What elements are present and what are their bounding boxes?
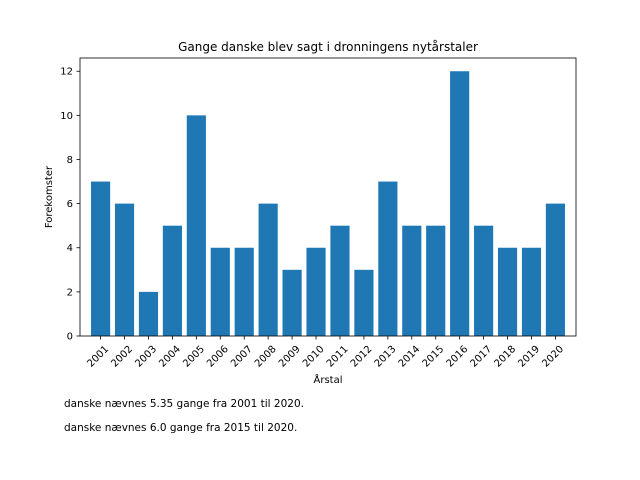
- y-axis: 0 2 4 6 8 10 12: [60, 67, 80, 343]
- x-tick-label-2019: 2019: [516, 344, 542, 370]
- bar-2020: [545, 203, 565, 336]
- bar-2008: [258, 203, 278, 336]
- x-tick-label-2012: 2012: [349, 344, 375, 370]
- bar-2009: [282, 269, 302, 336]
- x-tick-label-2005: 2005: [181, 344, 207, 370]
- x-tick-label-2003: 2003: [133, 344, 159, 370]
- x-tick-label-2013: 2013: [373, 344, 399, 370]
- bar-2003: [138, 291, 159, 336]
- x-tick-label-2004: 2004: [157, 344, 183, 370]
- bar-2006: [210, 247, 230, 336]
- x-tick-label-2002: 2002: [109, 344, 135, 370]
- summary-note-2001-2020: danske nævnes 5.35 gange fra 2001 til 20…: [64, 398, 304, 410]
- bar-2014: [402, 225, 422, 336]
- bar-2002: [114, 203, 135, 336]
- x-tick-label-2007: 2007: [229, 344, 255, 370]
- x-tick-label-2010: 2010: [301, 344, 327, 370]
- x-tick-label-2018: 2018: [492, 344, 518, 370]
- x-tick-label-2011: 2011: [325, 344, 351, 370]
- x-tick-label-2001: 2001: [85, 344, 111, 370]
- x-tick-label-2008: 2008: [253, 344, 279, 370]
- y-tick-label-0: 0: [67, 332, 73, 343]
- y-tick-label-2: 2: [67, 287, 73, 298]
- bar-2017: [474, 225, 494, 336]
- bar-2013: [378, 181, 398, 336]
- bar-2018: [497, 247, 518, 336]
- bar-2019: [521, 247, 542, 336]
- bar-2016: [450, 71, 470, 336]
- y-tick-label-10: 10: [60, 111, 73, 122]
- y-tick-label-4: 4: [67, 243, 73, 254]
- x-tick-label-2009: 2009: [277, 344, 303, 370]
- x-tick-label-2016: 2016: [445, 344, 471, 370]
- plot-frame: [79, 57, 577, 337]
- y-axis-label: Forekomster: [44, 165, 55, 228]
- x-axis-label: Årstal: [314, 373, 343, 386]
- bar-2015: [426, 225, 446, 336]
- x-tick-label-2006: 2006: [205, 344, 231, 370]
- x-tick-label-2015: 2015: [421, 344, 447, 370]
- chart-title: Gange danske blev sagt i dronningens nyt…: [178, 40, 478, 54]
- y-tick-label-8: 8: [67, 155, 73, 166]
- bar-2010: [306, 247, 326, 336]
- y-tick-label-12: 12: [60, 67, 73, 78]
- bar-2005: [186, 115, 206, 336]
- bar-2001: [91, 181, 111, 336]
- bar-2007: [234, 247, 254, 336]
- bars-group: [91, 71, 565, 336]
- x-axis: 2001200220032004200520062007200820092010…: [85, 336, 566, 370]
- x-tick-label-2017: 2017: [468, 344, 494, 370]
- x-tick-label-2014: 2014: [397, 344, 423, 370]
- y-tick-label-6: 6: [67, 199, 73, 210]
- summary-note-2015-2020: danske nævnes 6.0 gange fra 2015 til 202…: [64, 422, 298, 434]
- bar-2012: [354, 269, 374, 336]
- x-tick-label-2020: 2020: [540, 344, 566, 370]
- bar-2011: [330, 225, 350, 336]
- bar-2004: [162, 225, 182, 336]
